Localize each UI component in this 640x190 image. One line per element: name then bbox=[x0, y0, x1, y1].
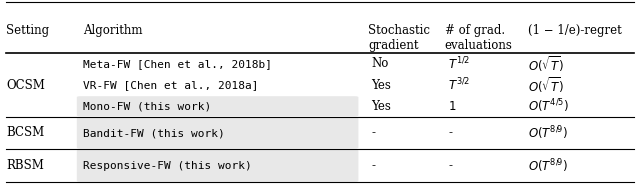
Text: $O(T^{4/5})$: $O(T^{4/5})$ bbox=[528, 97, 569, 115]
Text: Stochastic
gradient: Stochastic gradient bbox=[368, 24, 430, 52]
Text: VR-FW [Chen et al., 2018a]: VR-FW [Chen et al., 2018a] bbox=[83, 80, 259, 90]
Text: Algorithm: Algorithm bbox=[83, 24, 143, 37]
Text: OCSM: OCSM bbox=[6, 78, 45, 92]
Text: -: - bbox=[371, 127, 375, 139]
Text: (1 − 1/e)-regret: (1 − 1/e)-regret bbox=[528, 24, 621, 37]
Text: RBSM: RBSM bbox=[6, 159, 44, 172]
Text: $O(\sqrt{T})$: $O(\sqrt{T})$ bbox=[528, 54, 564, 74]
Text: -: - bbox=[448, 159, 452, 172]
Text: Meta-FW [Chen et al., 2018b]: Meta-FW [Chen et al., 2018b] bbox=[83, 59, 272, 69]
Text: $T^{3/2}$: $T^{3/2}$ bbox=[448, 77, 470, 93]
Text: Setting: Setting bbox=[6, 24, 49, 37]
Text: Bandit-FW (this work): Bandit-FW (this work) bbox=[83, 128, 225, 138]
Text: Yes: Yes bbox=[371, 78, 391, 92]
FancyBboxPatch shape bbox=[77, 96, 358, 116]
Text: BCSM: BCSM bbox=[6, 127, 45, 139]
Text: Yes: Yes bbox=[371, 100, 391, 113]
Text: # of grad.
evaluations: # of grad. evaluations bbox=[445, 24, 513, 52]
Text: $O(T^{8/9})$: $O(T^{8/9})$ bbox=[528, 124, 568, 142]
Text: $T^{1/2}$: $T^{1/2}$ bbox=[448, 55, 470, 72]
Text: No: No bbox=[371, 57, 388, 70]
Text: $O(\sqrt{T})$: $O(\sqrt{T})$ bbox=[528, 75, 564, 95]
Text: Mono-FW (this work): Mono-FW (this work) bbox=[83, 101, 211, 111]
FancyBboxPatch shape bbox=[77, 150, 358, 182]
Text: -: - bbox=[448, 127, 452, 139]
FancyBboxPatch shape bbox=[77, 117, 358, 149]
Text: Responsive-FW (this work): Responsive-FW (this work) bbox=[83, 161, 252, 171]
Text: $O(T^{8/9})$: $O(T^{8/9})$ bbox=[528, 157, 568, 175]
Text: -: - bbox=[371, 159, 375, 172]
Text: $1$: $1$ bbox=[448, 100, 456, 113]
